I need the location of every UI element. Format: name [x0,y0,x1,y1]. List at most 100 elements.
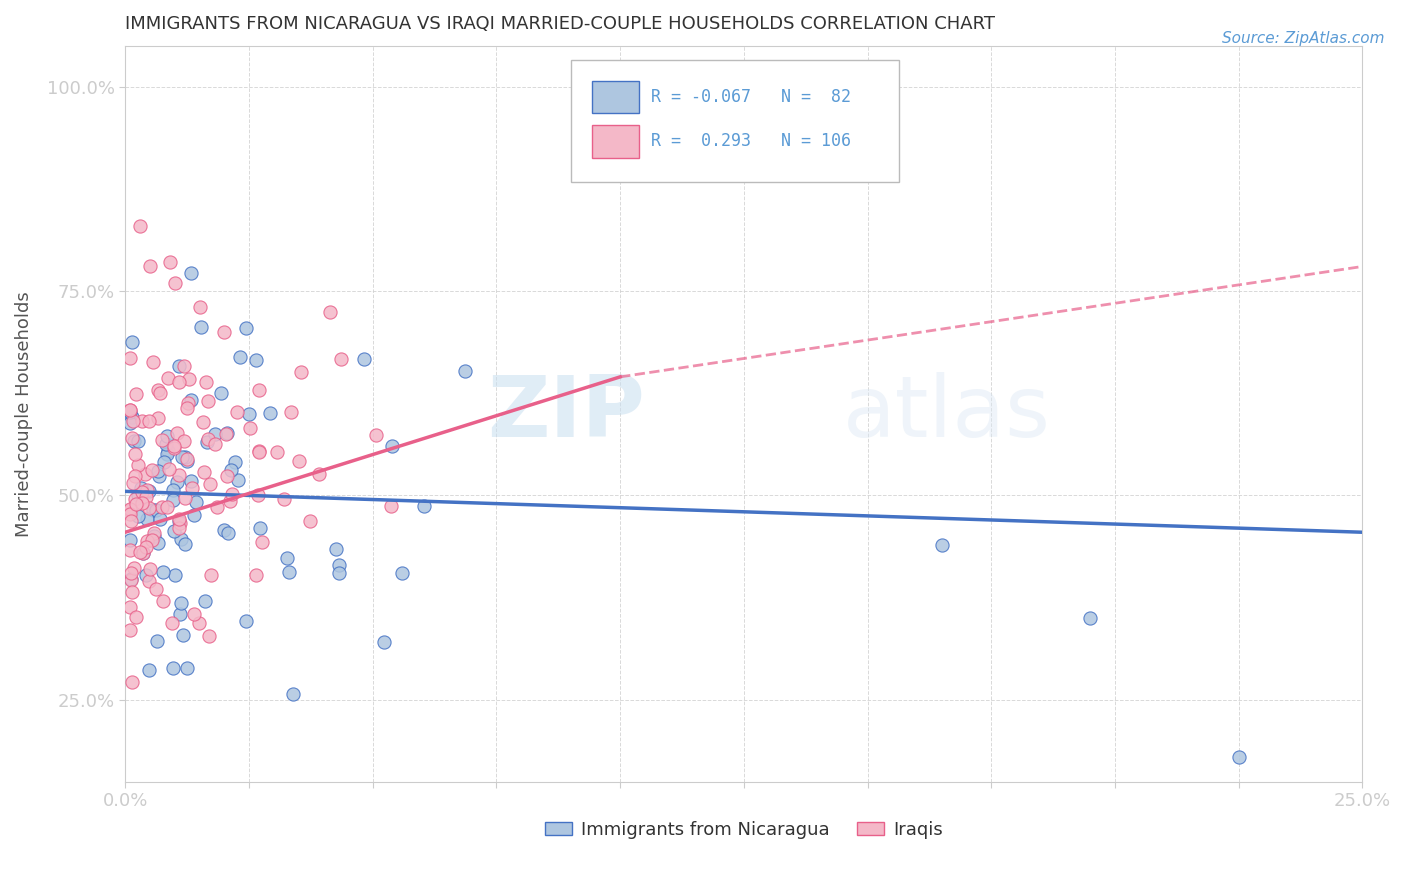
Point [120,403,142,417]
Point [229,351,252,365]
Point [221,487,243,501]
Point [121,585,143,599]
Point [146,383,169,397]
Point [1078,611,1101,625]
Point [247,445,270,459]
Point [149,385,172,400]
Point [200,567,222,582]
Point [135,567,157,582]
Point [163,524,186,538]
Point [180,475,202,489]
Point [176,395,198,409]
Point [160,616,183,631]
Point [163,441,186,455]
Point [197,394,219,409]
Point [159,255,181,269]
Point [280,405,302,419]
Point [166,475,188,489]
Y-axis label: Married-couple Households: Married-couple Households [15,291,32,537]
Point [298,514,321,528]
Point [120,403,142,417]
Point [141,533,163,548]
Point [214,325,236,339]
Point [197,433,219,447]
Point [266,445,288,459]
Point [121,414,143,428]
Point [188,615,211,630]
Point [247,383,270,397]
Point [245,568,267,582]
Point [173,434,195,448]
Point [204,436,226,450]
Point [209,386,232,401]
Point [364,428,387,442]
Point [145,503,167,517]
Legend: Immigrants from Nicaragua, Iraqis: Immigrants from Nicaragua, Iraqis [538,814,950,847]
FancyBboxPatch shape [571,61,898,182]
Point [128,545,150,559]
Point [259,407,281,421]
Point [120,502,142,516]
Point [217,525,239,540]
Point [152,565,174,579]
Point [224,455,246,469]
Point [373,635,395,649]
Point [135,512,157,526]
Point [127,488,149,502]
Point [122,434,145,449]
Point [121,335,143,350]
Bar [592,81,638,113]
Point [127,434,149,448]
Point [142,502,165,516]
Point [169,375,191,389]
Point [180,266,202,280]
Point [183,508,205,522]
Point [127,458,149,472]
Point [328,558,350,572]
Text: R = -0.067   N =  82: R = -0.067 N = 82 [651,88,851,106]
Point [125,387,148,401]
Point [190,319,212,334]
Point [120,533,142,547]
Point [215,469,238,483]
Point [121,475,143,490]
Point [148,536,170,550]
Point [193,465,215,479]
Point [124,610,146,624]
Point [308,467,330,481]
Point [238,421,260,435]
Text: R =  0.293   N = 106: R = 0.293 N = 106 [651,132,851,151]
Point [124,491,146,506]
Point [225,404,247,418]
Point [131,485,153,500]
Text: atlas: atlas [842,372,1050,455]
Point [132,546,155,560]
Point [249,521,271,535]
Point [454,364,477,378]
Point [353,352,375,367]
Point [138,663,160,677]
Point [120,624,142,638]
Text: IMMIGRANTS FROM NICARAGUA VS IRAQI MARRIED-COUPLE HOUSEHOLDS CORRELATION CHART: IMMIGRANTS FROM NICARAGUA VS IRAQI MARRI… [125,15,995,33]
Point [276,551,298,566]
Point [246,488,269,502]
Point [204,426,226,441]
Point [138,484,160,499]
Point [127,509,149,524]
Point [145,582,167,597]
Point [273,492,295,507]
Point [170,533,193,547]
Point [162,661,184,675]
Point [1227,750,1250,764]
Point [124,469,146,483]
Point [167,521,190,535]
Point [131,496,153,510]
Point [146,410,169,425]
Point [157,371,180,385]
Point [150,500,173,514]
Point [173,537,195,551]
Point [195,434,218,449]
Point [120,503,142,517]
Point [125,497,148,511]
Point [176,661,198,675]
